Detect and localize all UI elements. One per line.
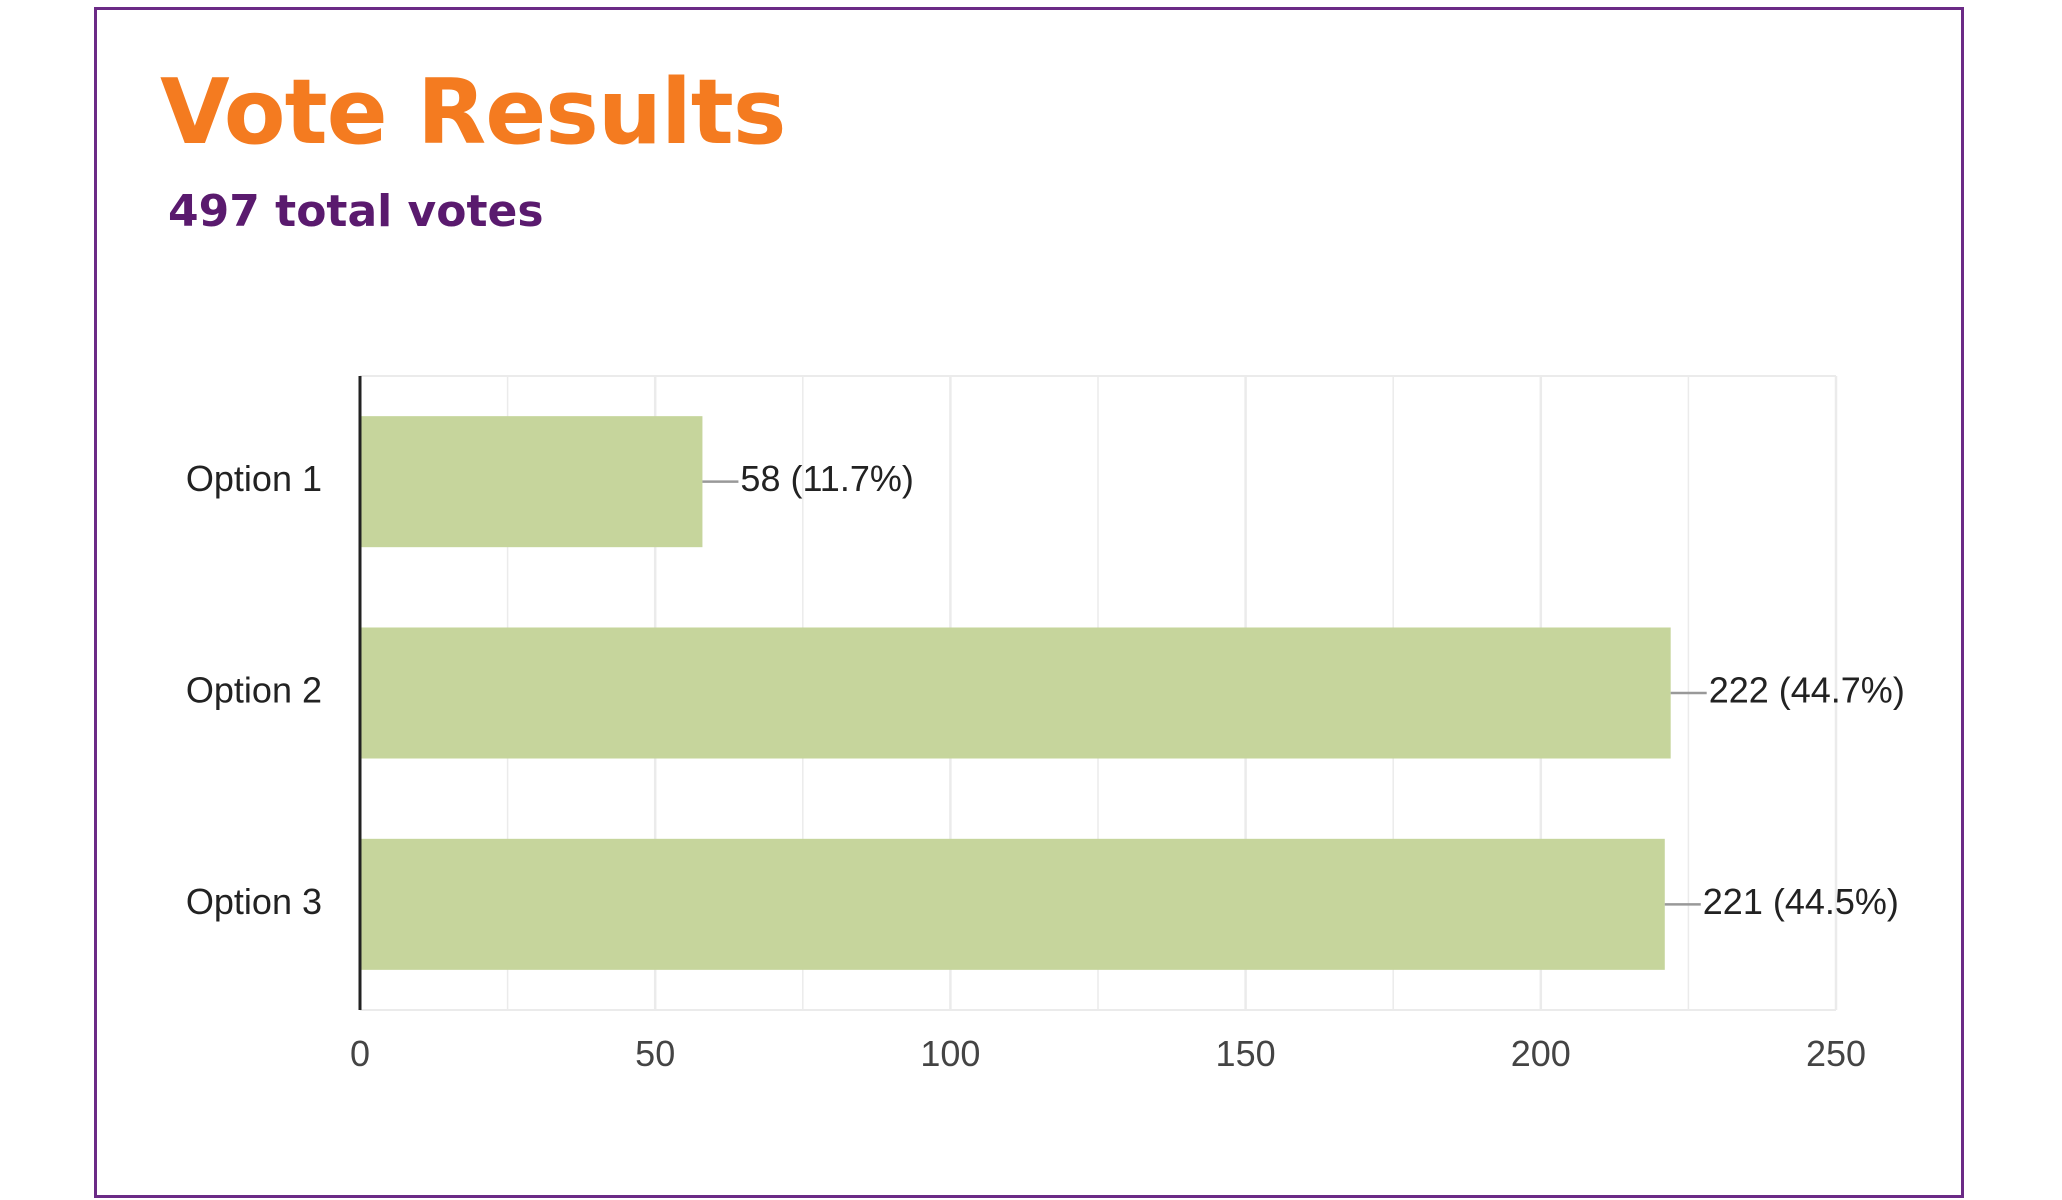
labels: Option 1 58 (11.7%) Option 2 222 (44.7%) Opt… <box>186 458 1905 922</box>
chart-title: Vote Results <box>160 60 786 165</box>
bar <box>360 627 1671 759</box>
category-label: Option 3 <box>186 881 322 922</box>
data-label: 221 (44.5%) <box>1703 881 1899 922</box>
bar <box>360 838 1665 970</box>
category-label: Option 2 <box>186 670 322 711</box>
axes: 0 50 100 150 200 250 <box>350 376 1866 1074</box>
chart-frame <box>94 7 1964 1198</box>
x-tick-label: 150 <box>1216 1033 1276 1074</box>
data-label: 58 (11.7%) <box>740 458 913 499</box>
x-tick-label: 0 <box>350 1033 370 1074</box>
bars <box>360 416 1671 970</box>
x-tick-label: 250 <box>1806 1033 1866 1074</box>
x-tick-label: 200 <box>1511 1033 1571 1074</box>
chart-subtitle: 497 total votes <box>168 186 544 237</box>
data-label: 222 (44.7%) <box>1709 670 1905 711</box>
x-tick-label: 100 <box>920 1033 980 1074</box>
bar <box>360 416 703 548</box>
category-label: Option 1 <box>186 458 322 499</box>
x-tick-label: 50 <box>635 1033 675 1074</box>
